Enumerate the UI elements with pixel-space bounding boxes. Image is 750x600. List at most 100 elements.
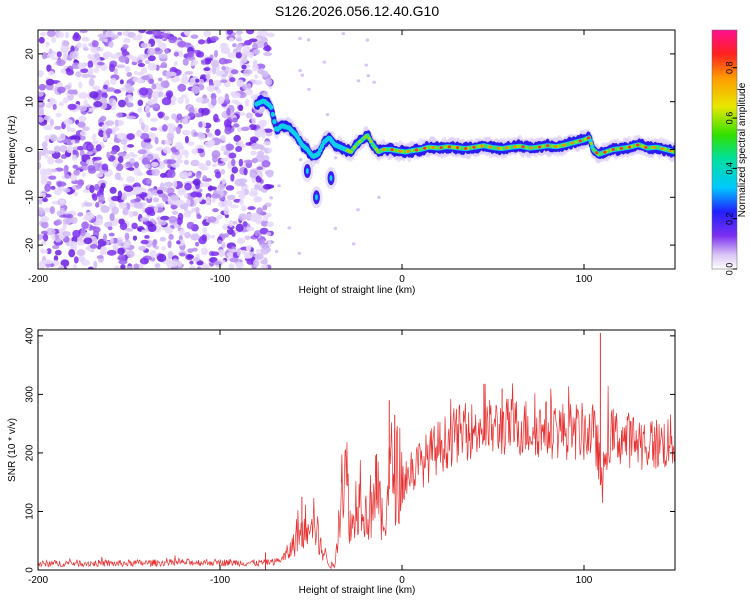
noise-speckle (107, 226, 113, 231)
side-feature-core (329, 175, 333, 182)
noise-speckle (277, 184, 281, 188)
noise-speckle (137, 62, 146, 68)
noise-speckle (239, 199, 244, 206)
noise-speckle (158, 53, 168, 60)
snr-y-tick-label: 300 (25, 386, 36, 403)
snr-series-line (38, 383, 675, 570)
noise-speckle (157, 91, 164, 98)
noise-speckle (169, 260, 179, 267)
ridge-max (390, 148, 394, 152)
noise-speckle (261, 160, 271, 168)
noise-speckle (244, 40, 253, 46)
spectrogram-x-tick-label: -200 (28, 274, 48, 285)
snr-x-tick-label: 100 (576, 575, 593, 586)
noise-speckle (192, 257, 201, 262)
noise-speckle (63, 118, 73, 126)
noise-speckle (45, 41, 50, 47)
noise-speckle (181, 149, 189, 156)
noise-speckle (240, 144, 246, 148)
noise-speckle (254, 74, 259, 79)
noise-speckle (298, 36, 302, 41)
noise-speckle (126, 133, 135, 140)
noise-speckle (72, 164, 79, 169)
noise-speckle (194, 197, 203, 203)
noise-speckle (246, 30, 255, 35)
noise-speckle (212, 261, 222, 265)
noise-speckle (243, 68, 253, 75)
noise-speckle (263, 51, 273, 57)
noise-speckle (111, 206, 119, 215)
noise-speckle (241, 64, 247, 70)
noise-speckle (238, 193, 246, 200)
noise-speckle (196, 214, 202, 219)
noise-speckle (156, 216, 162, 221)
noise-speckle (139, 257, 149, 265)
noise-speckle (213, 79, 222, 87)
noise-speckle (196, 51, 205, 58)
noise-speckle (189, 260, 194, 265)
noise-speckle (250, 142, 260, 150)
noise-speckle (217, 249, 225, 258)
noise-speckle (125, 228, 134, 232)
ridge-max (431, 146, 435, 149)
noise-speckle (298, 69, 302, 73)
noise-speckle (161, 194, 169, 202)
noise-speckle (62, 223, 67, 230)
noise-speckle (54, 158, 64, 164)
noise-speckle (95, 218, 103, 226)
noise-speckle (78, 92, 88, 99)
noise-speckle (104, 120, 115, 126)
noise-speckle (156, 86, 164, 91)
noise-speckle (157, 220, 167, 226)
noise-speckle (188, 106, 195, 115)
noise-speckle (223, 98, 231, 105)
noise-speckle (141, 229, 147, 234)
ridge-max (644, 145, 648, 149)
noise-speckle (155, 147, 164, 152)
noise-speckle (166, 123, 176, 130)
noise-speckle (221, 178, 227, 185)
noise-speckle (53, 188, 63, 196)
noise-speckle (241, 250, 247, 255)
noise-speckle (254, 79, 263, 86)
noise-speckle (114, 172, 122, 181)
noise-speckle (69, 51, 78, 60)
noise-speckle (46, 248, 52, 255)
noise-speckle (263, 128, 273, 133)
noise-speckle (68, 135, 77, 140)
ridge-peak (367, 136, 372, 140)
noise-speckle (39, 192, 47, 198)
noise-speckle (251, 157, 258, 164)
noise-speckle (148, 210, 156, 217)
noise-speckle (57, 181, 62, 188)
ridge-max (423, 146, 427, 150)
noise-speckle (242, 221, 248, 227)
noise-speckle (108, 232, 115, 237)
noise-speckle (236, 79, 242, 87)
noise-speckle (49, 118, 55, 126)
noise-speckle (73, 191, 79, 197)
noise-speckle (259, 227, 269, 235)
noise-speckle (176, 240, 181, 245)
noise-speckle (41, 147, 49, 152)
noise-speckle (114, 119, 119, 128)
noise-speckle (123, 144, 128, 152)
noise-speckle (77, 62, 86, 70)
noise-speckle (81, 221, 89, 230)
noise-speckle (223, 119, 232, 128)
ridge-peak (374, 147, 379, 152)
noise-speckle (211, 163, 218, 168)
noise-speckle (87, 53, 93, 60)
noise-speckle (123, 37, 131, 44)
noise-speckle (38, 95, 45, 102)
noise-speckle (98, 37, 106, 42)
noise-speckle (198, 78, 205, 85)
noise-speckle (40, 177, 48, 185)
noise-speckle (144, 164, 151, 169)
noise-speckle (137, 149, 147, 155)
noise-speckle (195, 78, 200, 83)
noise-speckle (95, 201, 100, 208)
noise-speckle (140, 239, 149, 245)
noise-speckle (151, 161, 159, 168)
noise-speckle (93, 100, 103, 108)
